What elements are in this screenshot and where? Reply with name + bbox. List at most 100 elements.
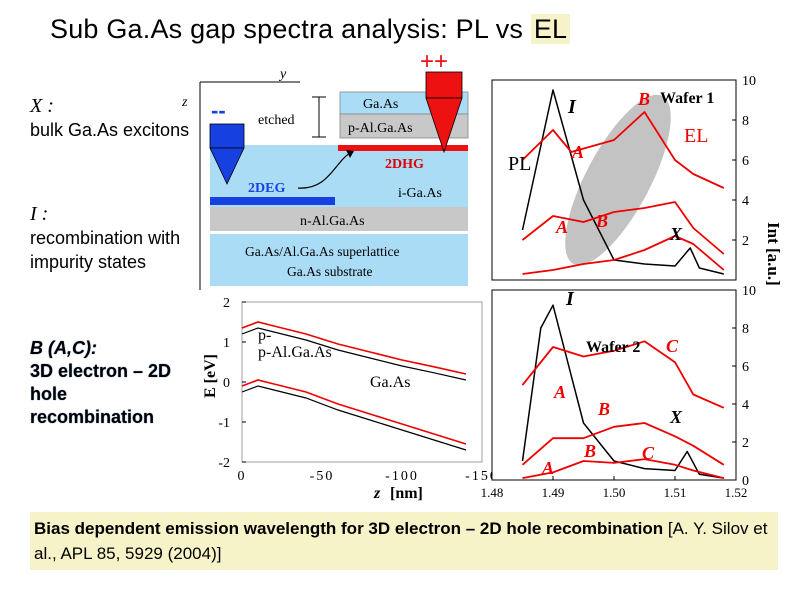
spectrum-2-ytick-label: 4 <box>742 398 749 413</box>
recombination-arrow <box>297 151 353 189</box>
slide-title: Sub Ga.As gap spectra analysis: PL vs EL <box>50 14 571 45</box>
layer-n-algaas <box>210 207 468 231</box>
contact-positive-sign: ++ <box>420 48 448 75</box>
band-series-valence-red <box>241 379 467 445</box>
wafer2-frame <box>491 289 737 481</box>
spectra-y-axis-label: Int [a.u.] <box>764 222 783 286</box>
label-n-algaas: n-Al.Ga.As <box>300 214 365 229</box>
band-x-axis-unit: [nm] <box>390 485 423 502</box>
spectrum-2-ytick-label: 6 <box>742 360 749 375</box>
spectra-panels: 10 8 6 4 2 10 8 6 4 2 0 1.48 1.49 1.50 1.51 1.52 Wafer… <box>481 74 783 500</box>
wafer1-title: Wafer 1 <box>660 90 714 107</box>
spectrum-xtick-label: 1.52 <box>725 485 748 500</box>
wafer2-label-a1: A <box>553 382 566 402</box>
wafer1-label-i: I <box>567 96 577 118</box>
axis-z-label: z <box>181 95 188 110</box>
wafer2-title: Wafer 2 <box>586 339 640 356</box>
spectrum-1-series-0 <box>521 89 724 275</box>
wafer2-label-b1: B <box>597 399 610 419</box>
spectrum-xtick-label: 1.48 <box>481 485 504 500</box>
figure: y z Ga.As p-Al.Ga.As 2DHG i-Ga.As 2DEG n… <box>181 48 783 502</box>
band-x-axis-label: z <box>373 485 381 502</box>
wafer2-label-c1: C <box>666 336 679 356</box>
caption-text: Bias dependent emission wavelength for 3… <box>34 519 668 538</box>
legend-el: EL <box>684 125 708 147</box>
legend-x: X : bulk Ga.As excitons <box>30 94 190 142</box>
wafer2-label-x: X <box>669 407 683 427</box>
recombination-arrow-head <box>346 150 354 158</box>
wafer1-label-b1: B <box>637 89 650 109</box>
band-series-conduction-red <box>241 321 467 375</box>
title-highlight: EL <box>530 14 571 44</box>
wafer2-label-b2: B <box>583 441 596 461</box>
spectrum-2-series-3 <box>522 458 725 479</box>
spectrum-1-ytick-label: 8 <box>742 114 749 129</box>
label-2deg: 2DEG <box>248 181 285 196</box>
wafer1-label-a1: A <box>571 142 584 162</box>
label-2dhg: 2DHG <box>385 157 424 172</box>
spectrum-2-ytick-label: 8 <box>742 322 749 337</box>
spectrum-2-series-2 <box>521 422 725 466</box>
label-substrate: Ga.As substrate <box>287 264 372 279</box>
b-description: 3D electron – 2D hole recombination <box>30 361 172 427</box>
layer-2deg <box>210 197 335 205</box>
legend-b: B (A,C): 3D electron – 2D hole recombina… <box>30 337 190 429</box>
x-label: X : <box>30 95 54 117</box>
wafer2-label-a2: A <box>541 458 554 478</box>
contact-negative-sign: -- <box>211 98 226 123</box>
band-series-valence-black <box>241 385 467 451</box>
title-text: Sub Ga.As gap spectra analysis: PL vs <box>50 14 531 44</box>
caption-box: Bias dependent emission wavelength for 3… <box>30 512 778 570</box>
label-band-gaas: Ga.As <box>370 374 410 391</box>
layer-i-gaas <box>210 145 468 207</box>
band-xtick-label: -100 <box>385 469 419 484</box>
band-xtick-label: 0 <box>238 469 247 484</box>
band-xtick-label: -150 <box>465 469 499 484</box>
spectrum-xtick-label: 1.51 <box>664 485 687 500</box>
band-series-conduction-black <box>241 327 467 381</box>
spectrum-2-series-1 <box>521 340 725 409</box>
wafer1-label-a2: A <box>555 217 568 237</box>
caption-reference: [A. Y. Silov et al., APL 85, 5929 (2004)… <box>34 519 768 563</box>
band-ytick-label: 1 <box>223 336 230 351</box>
spectrum-2-ytick-label: 10 <box>742 284 756 299</box>
band-ytick-label: 2 <box>223 296 230 311</box>
label-etched: etched <box>258 113 295 128</box>
band-ytick-label: 0 <box>223 376 230 391</box>
b-peak-highlight <box>565 94 671 266</box>
wafer1-label-x: X <box>669 224 683 244</box>
axis-y-label: y <box>278 67 287 82</box>
band-y-axis-label: E [eV] <box>202 354 219 398</box>
contact-positive-body <box>425 71 463 99</box>
spectrum-1-ytick-label: 4 <box>742 194 749 209</box>
contact-positive-tip <box>425 97 463 154</box>
band-ytick-label: -2 <box>218 456 230 471</box>
spectrum-1-series-2 <box>521 201 725 255</box>
label-gaas-cap: Ga.As <box>363 97 398 112</box>
layer-2dhg <box>338 145 468 151</box>
label-p-algaas: p-Al.Ga.As <box>348 121 413 136</box>
contact-negative-tip <box>209 147 245 185</box>
spectrum-1-ytick-label: 10 <box>742 74 756 89</box>
label-superlattice: Ga.As/Al.Ga.As superlattice <box>245 244 399 259</box>
spectrum-xtick-label: 1.49 <box>542 485 565 500</box>
band-diagram: 210-1-20 -50 -100 -150 p- p-Al.Ga.As Ga.As … <box>202 296 499 502</box>
label-band-p-algaas: p-Al.Ga.As <box>258 344 332 361</box>
wafer2-label-i: I <box>565 288 575 310</box>
device-diagram: y z Ga.As p-Al.Ga.As 2DHG i-Ga.As 2DEG n… <box>181 48 469 290</box>
spectrum-1-ytick-label: 2 <box>742 234 749 249</box>
layer-substrate <box>210 234 468 286</box>
i-label: I : <box>30 203 49 225</box>
spectrum-1-ytick-label: 6 <box>742 154 749 169</box>
spectrum-1-series-1 <box>521 111 725 189</box>
x-description: bulk Ga.As excitons <box>30 120 190 140</box>
wafer1-label-b2: B <box>595 211 608 231</box>
contact-negative-body <box>209 123 245 149</box>
band-ytick-label: -1 <box>218 416 230 431</box>
i-description: recombination with impurity states <box>30 228 181 272</box>
wafer2-label-c2: C <box>642 443 655 463</box>
etch-depth-marker <box>312 96 326 138</box>
label-i-gaas: i-Ga.As <box>398 186 442 201</box>
spectrum-2-ytick-label: 2 <box>742 436 749 451</box>
spectrum-2-ytick-label: 0 <box>742 474 749 489</box>
